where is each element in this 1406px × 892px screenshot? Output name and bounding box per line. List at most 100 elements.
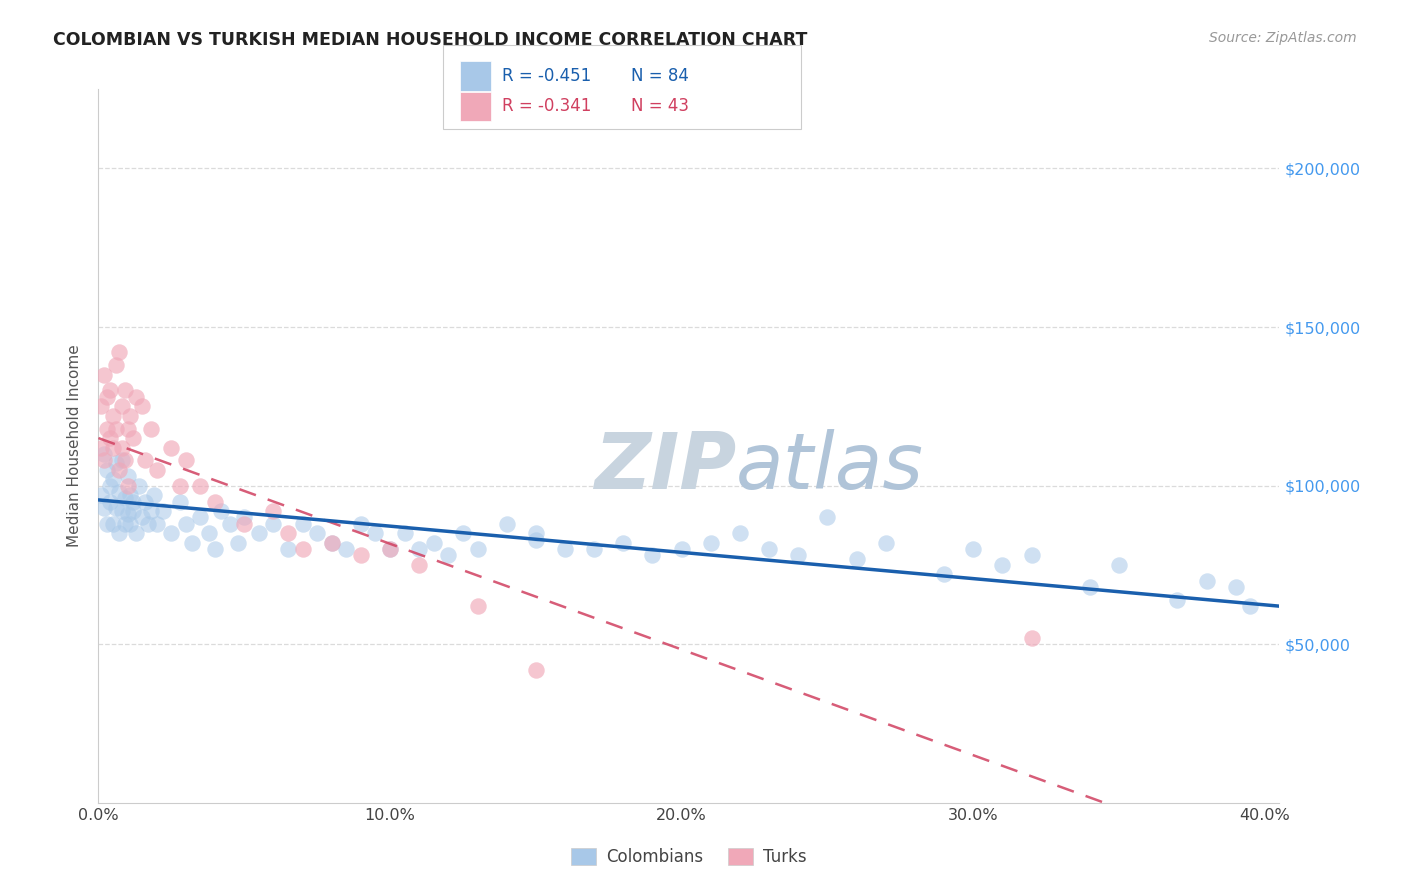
Point <box>117 421 139 435</box>
Point <box>700 535 723 549</box>
Point <box>190 478 212 492</box>
Point <box>204 494 226 508</box>
Point <box>111 504 134 518</box>
Point <box>218 516 240 531</box>
Point <box>932 567 955 582</box>
Point <box>233 510 256 524</box>
Point <box>114 491 136 506</box>
Point <box>262 516 284 531</box>
Point <box>495 516 517 531</box>
Point <box>111 400 134 414</box>
Point <box>671 542 693 557</box>
Point <box>111 441 134 455</box>
Point <box>583 542 606 557</box>
Point <box>101 516 124 531</box>
Point <box>136 516 159 531</box>
Point <box>875 535 897 549</box>
Point <box>524 533 547 547</box>
Point <box>131 510 153 524</box>
Text: R = -0.341: R = -0.341 <box>502 97 592 115</box>
Point <box>350 549 373 563</box>
Point <box>174 516 197 531</box>
Point <box>98 478 121 492</box>
Point <box>90 488 112 502</box>
Point <box>108 345 131 359</box>
Point <box>90 400 112 414</box>
Point <box>117 469 139 483</box>
Point <box>145 463 167 477</box>
Point <box>98 431 121 445</box>
Point <box>408 558 430 572</box>
Text: ZIP: ZIP <box>593 429 737 506</box>
Point <box>101 472 124 486</box>
Point <box>160 441 183 455</box>
Point <box>378 542 401 557</box>
Point <box>423 535 446 549</box>
Point <box>120 488 142 502</box>
Point <box>467 542 489 557</box>
Point <box>1108 558 1130 572</box>
Point <box>90 441 112 455</box>
Point <box>128 478 150 492</box>
Point <box>233 516 256 531</box>
Point <box>641 549 664 563</box>
Point <box>1166 592 1188 607</box>
Point <box>134 453 156 467</box>
Point <box>120 516 142 531</box>
Point <box>108 463 131 477</box>
Point <box>114 516 136 531</box>
Point <box>612 535 634 549</box>
Point <box>174 453 197 467</box>
Point <box>93 368 115 382</box>
Point <box>204 542 226 557</box>
Point <box>190 510 212 524</box>
Point <box>962 542 984 557</box>
Point <box>321 535 343 549</box>
Point <box>101 441 124 455</box>
Point <box>101 409 124 423</box>
Point <box>378 542 401 557</box>
Point <box>117 478 139 492</box>
Point <box>122 494 145 508</box>
Point <box>152 504 174 518</box>
Point <box>125 390 148 404</box>
Point <box>277 526 299 541</box>
Point <box>524 526 547 541</box>
Legend: Colombians, Turks: Colombians, Turks <box>564 841 814 873</box>
Point <box>111 453 134 467</box>
Point <box>131 400 153 414</box>
Point <box>125 526 148 541</box>
Point <box>160 526 183 541</box>
Point <box>845 551 868 566</box>
Point <box>817 510 839 524</box>
Text: N = 84: N = 84 <box>631 67 689 85</box>
Point <box>291 542 314 557</box>
Y-axis label: Median Household Income: Median Household Income <box>67 344 83 548</box>
Point <box>758 542 780 557</box>
Point <box>291 516 314 531</box>
Point <box>991 558 1014 572</box>
Point <box>104 457 127 471</box>
Point <box>104 500 127 515</box>
Point <box>96 463 118 477</box>
Point <box>114 384 136 398</box>
Point <box>142 488 165 502</box>
Point <box>467 599 489 614</box>
Point <box>96 421 118 435</box>
Point <box>120 409 142 423</box>
Point <box>180 535 202 549</box>
Point <box>108 485 131 500</box>
Point <box>451 526 474 541</box>
Point <box>787 549 810 563</box>
Point <box>307 526 329 541</box>
Point <box>1021 549 1043 563</box>
Point <box>350 516 373 531</box>
Point <box>277 542 299 557</box>
Point <box>1078 580 1101 594</box>
Point <box>437 549 460 563</box>
Point <box>139 421 162 435</box>
Text: R = -0.451: R = -0.451 <box>502 67 591 85</box>
Point <box>1225 580 1247 594</box>
Point <box>554 542 576 557</box>
Point <box>524 663 547 677</box>
